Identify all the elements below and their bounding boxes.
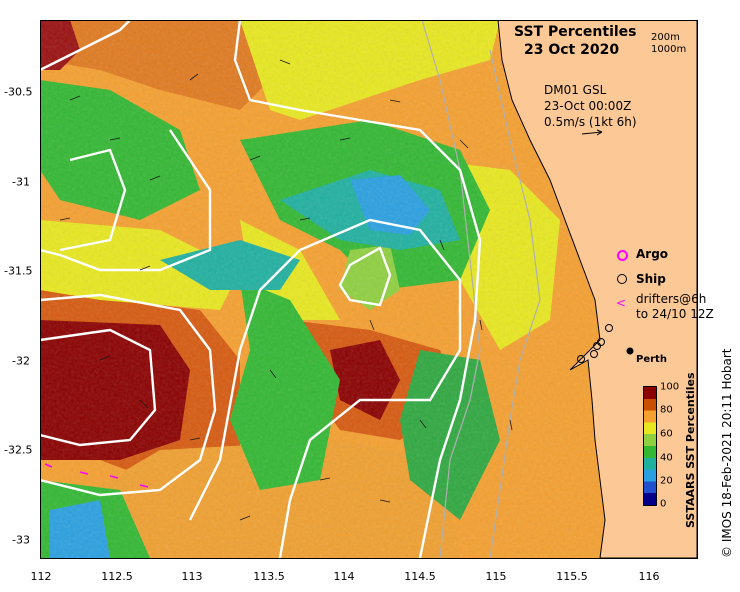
contour-main-e <box>233 20 482 558</box>
perth-label: Perth <box>636 354 667 365</box>
map-svg: Perth <box>40 20 697 558</box>
colorbar-tick-60: 60 <box>660 428 673 440</box>
perth-marker <box>626 347 634 355</box>
argo-symbol <box>617 250 628 261</box>
colorbar <box>643 386 657 506</box>
contour-nw <box>40 20 131 72</box>
x-tick-115-5: 115.5 <box>556 570 588 583</box>
legend-drifters-1: drifters@6h <box>636 292 707 306</box>
drifter-tracks <box>44 463 149 488</box>
isobath-200m <box>489 49 541 558</box>
y-tick-32: -32 <box>12 354 30 368</box>
colorbar-fill <box>644 387 656 505</box>
sst-map: Perth <box>40 20 697 558</box>
contour-hot-inner <box>40 328 157 447</box>
y-tick-31: -31 <box>12 175 30 189</box>
legend-drifters-2: to 24/10 12Z <box>636 307 714 321</box>
current-vectors <box>59 59 513 521</box>
x-tick-115: 115 <box>485 570 507 583</box>
y-tick-31-5: -31.5 <box>4 264 33 278</box>
credit-text: © IMOS 18-Feb-2021 20:11 Hobart <box>720 348 734 558</box>
x-tick-113: 113 <box>181 570 203 583</box>
percentile-contours <box>40 20 482 558</box>
x-tick-112-5: 112.5 <box>101 570 133 583</box>
title-line2: 23 Oct 2020 <box>524 42 620 58</box>
y-tick-33: -33 <box>12 533 30 547</box>
contour-eddy-ring <box>188 218 462 558</box>
isobath-label-200: 200m <box>651 32 680 43</box>
x-tick-113-5: 113.5 <box>253 570 285 583</box>
scale-arrow <box>581 131 603 135</box>
isobath-label-1000: 1000m <box>651 44 687 55</box>
colorbar-tick-0: 0 <box>660 498 667 510</box>
legend-argo: Argo <box>636 247 669 261</box>
x-tick-116: 116 <box>638 570 660 583</box>
colorbar-tick-40: 40 <box>660 452 673 464</box>
colorbar-tick-20: 20 <box>660 475 673 487</box>
drifter-symbol: < <box>616 296 627 310</box>
current-scale: 0.5m/s (1kt 6h) <box>544 115 637 129</box>
legend-ship: Ship <box>636 272 666 286</box>
x-tick-114: 114 <box>333 570 355 583</box>
drifter-track-1 <box>44 463 149 488</box>
x-tick-112: 112 <box>30 570 52 583</box>
contour-hot-outer <box>40 293 217 497</box>
current-source: DM01 GSL <box>544 83 607 97</box>
current-time: 23-Oct 00:00Z <box>544 99 632 113</box>
colorbar-tick-100: 100 <box>660 381 680 393</box>
y-tick-30-5: -30.5 <box>4 85 33 99</box>
contour-eddy-core <box>338 246 392 307</box>
y-tick-32-5: -32.5 <box>4 443 33 457</box>
ship-symbol <box>617 274 627 284</box>
title-line1: SST Percentiles <box>514 24 637 40</box>
contour-w <box>40 129 212 272</box>
scale-arrowhead <box>596 129 603 136</box>
colorbar-title: SSTAARS SST Percentiles <box>684 372 697 529</box>
contour-w-inner <box>59 148 127 252</box>
colorbar-tick-80: 80 <box>660 404 673 416</box>
x-tick-114-5: 114.5 <box>404 570 436 583</box>
ship-stations <box>577 324 613 363</box>
